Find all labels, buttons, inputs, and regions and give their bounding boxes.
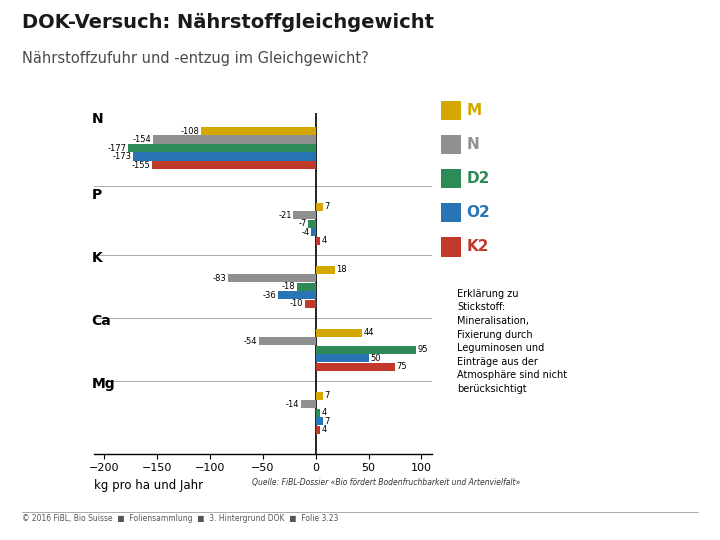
Text: -177: -177: [108, 144, 127, 152]
Text: -7: -7: [298, 219, 307, 228]
Bar: [315, 266, 335, 274]
Bar: [315, 202, 323, 211]
Bar: [315, 362, 395, 371]
Text: 7: 7: [325, 202, 330, 211]
Bar: [315, 409, 320, 417]
Bar: [228, 274, 315, 282]
Text: -173: -173: [112, 152, 131, 161]
Bar: [315, 426, 320, 434]
Text: K: K: [91, 251, 102, 265]
Text: Mg: Mg: [91, 377, 115, 391]
Bar: [315, 346, 416, 354]
Bar: [305, 300, 315, 308]
Bar: [128, 144, 315, 152]
Bar: [202, 127, 315, 135]
Bar: [315, 417, 323, 426]
Bar: [315, 392, 323, 400]
Bar: [315, 354, 369, 362]
Text: D2: D2: [467, 171, 490, 186]
Bar: [315, 328, 362, 337]
Bar: [152, 161, 315, 169]
Text: 7: 7: [325, 417, 330, 426]
Text: -18: -18: [282, 282, 295, 291]
Bar: [308, 220, 315, 228]
Bar: [312, 228, 315, 236]
Text: Erklärung zu
Stickstoff:
Mineralisation,
Fixierung durch
Leguminosen und
Einträg: Erklärung zu Stickstoff: Mineralisation,…: [457, 289, 567, 394]
Text: Ca: Ca: [91, 314, 111, 328]
Bar: [153, 136, 315, 144]
Text: O2: O2: [467, 205, 490, 220]
Text: N: N: [91, 112, 103, 126]
Text: -155: -155: [132, 160, 150, 170]
Text: 44: 44: [364, 328, 374, 337]
Text: K2: K2: [467, 239, 489, 254]
Text: 7: 7: [325, 391, 330, 400]
X-axis label: kg pro ha und Jahr: kg pro ha und Jahr: [94, 479, 203, 492]
Text: 18: 18: [336, 265, 347, 274]
Text: -10: -10: [290, 299, 304, 308]
Text: © 2016 FiBL, Bio Suisse  ■  Foliensammlung  ■  3. Hintergrund DOK  ■  Folie 3.23: © 2016 FiBL, Bio Suisse ■ Foliensammlung…: [22, 514, 338, 523]
Text: 50: 50: [370, 354, 381, 363]
Bar: [278, 291, 315, 299]
Text: N: N: [467, 137, 480, 152]
Text: -36: -36: [262, 291, 276, 300]
Text: P: P: [91, 188, 102, 202]
Text: 95: 95: [418, 345, 428, 354]
Text: -83: -83: [212, 274, 226, 282]
Text: -21: -21: [279, 211, 292, 220]
Bar: [294, 211, 315, 219]
Text: -108: -108: [181, 126, 200, 136]
Bar: [132, 152, 315, 160]
Text: 75: 75: [397, 362, 408, 371]
Bar: [315, 237, 320, 245]
Text: 4: 4: [322, 408, 327, 417]
Text: -14: -14: [286, 400, 300, 409]
Text: Quelle: FiBL-Dossier «Bio fördert Bodenfruchbarkeit und Artenvielfalt»: Quelle: FiBL-Dossier «Bio fördert Bodenf…: [252, 478, 521, 487]
Text: M: M: [467, 103, 482, 118]
Text: Nährstoffzufuhr und -entzug im Gleichgewicht?: Nährstoffzufuhr und -entzug im Gleichgew…: [22, 51, 369, 66]
Text: DOK-Versuch: Nährstoffgleichgewicht: DOK-Versuch: Nährstoffgleichgewicht: [22, 14, 433, 32]
Bar: [258, 337, 315, 345]
Text: -154: -154: [132, 135, 151, 144]
Text: 4: 4: [322, 236, 327, 245]
Text: -4: -4: [302, 228, 310, 237]
Text: -54: -54: [243, 336, 257, 346]
Bar: [297, 282, 315, 291]
Bar: [301, 400, 315, 408]
Text: 4: 4: [322, 425, 327, 434]
